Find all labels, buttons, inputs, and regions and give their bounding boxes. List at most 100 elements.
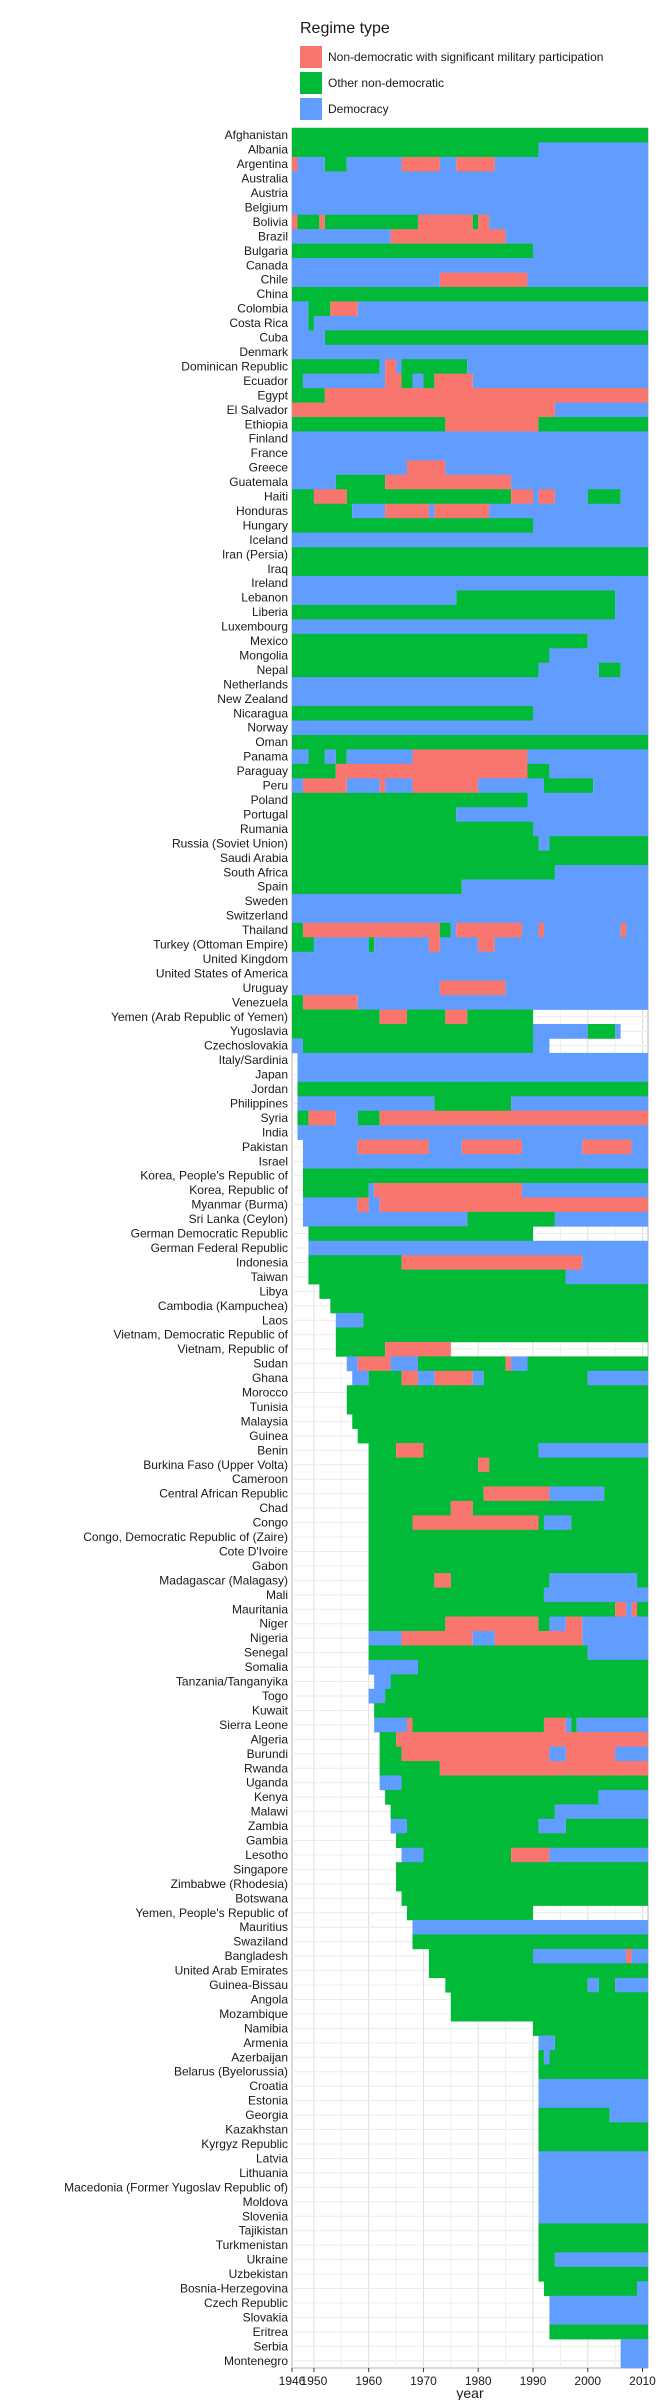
regime-segment <box>604 1486 648 1502</box>
country-label: Guinea-Bissau <box>209 1978 288 1992</box>
regime-segment <box>292 315 309 331</box>
regime-segment <box>626 1602 632 1617</box>
regime-segment <box>401 373 413 389</box>
regime-segment <box>368 937 375 953</box>
x-tick-label: 2010 <box>629 2374 656 2388</box>
legend: Regime type Non-democratic with signific… <box>300 20 603 122</box>
regime-segment <box>412 373 424 389</box>
regime-segment <box>417 1356 506 1372</box>
regime-segment <box>631 1139 648 1155</box>
country-label: Ukraine <box>247 2253 289 2267</box>
country-label: Brazil <box>258 229 288 243</box>
regime-segment <box>396 359 402 374</box>
regime-segment <box>538 2122 648 2138</box>
regime-segment <box>450 1992 648 2008</box>
regime-segment <box>428 1139 462 1155</box>
country-label: Spain <box>257 880 288 894</box>
country-label: Egypt <box>257 388 288 402</box>
country-label: Libya <box>259 1284 288 1298</box>
regime-segment <box>292 258 648 273</box>
regime-segment <box>478 937 495 953</box>
country-label: Argentina <box>237 157 289 171</box>
regime-segment <box>549 1847 648 1863</box>
country-label: Jordan <box>251 1082 288 1096</box>
regime-segment <box>489 1457 648 1473</box>
regime-segment <box>549 2295 648 2311</box>
regime-segment <box>538 922 544 938</box>
regime-segment <box>538 1443 648 1458</box>
regime-segment <box>445 1977 588 1993</box>
regime-segment <box>385 373 402 389</box>
regime-segment <box>292 156 298 172</box>
regime-segment <box>292 489 314 505</box>
country-label: Zambia <box>248 1819 288 1833</box>
regime-segment <box>450 922 457 938</box>
regime-segment <box>494 156 648 172</box>
regime-segment <box>538 2194 648 2210</box>
country-label: Italy/Sardinia <box>219 1053 289 1067</box>
regime-segment <box>297 214 320 230</box>
legend-label-military: Non-democratic with significant military… <box>328 50 604 64</box>
regime-segment <box>292 576 648 591</box>
regime-segment <box>379 1009 408 1025</box>
country-label: Bulgaria <box>244 244 288 258</box>
regime-segment <box>368 1457 479 1473</box>
regime-segment <box>292 286 648 302</box>
legend-label-democracy: Democracy <box>328 102 389 116</box>
country-label: Yugoslavia <box>230 1024 288 1038</box>
regime-segment <box>631 1948 648 1964</box>
country-label: Botswana <box>235 1891 288 1905</box>
regime-segment <box>582 1616 648 1632</box>
regime-segment <box>456 922 523 938</box>
regime-segment <box>598 662 621 678</box>
regime-segment <box>292 142 539 158</box>
regime-segment <box>302 373 386 389</box>
regime-segment <box>582 1255 648 1270</box>
country-label: Vietnam, Democratic Republic of <box>113 1328 288 1342</box>
regime-segment <box>631 1602 638 1617</box>
regime-segment <box>587 489 621 505</box>
legend-item-other-nondemocratic: Other non-democratic <box>300 70 603 96</box>
regime-segment <box>434 373 473 389</box>
regime-segment <box>532 1024 588 1039</box>
regime-segment <box>407 1818 539 1834</box>
regime-segment <box>549 1486 605 1502</box>
regime-segment <box>538 2064 648 2080</box>
regime-segment <box>554 402 648 418</box>
country-label: Tajikistan <box>239 2224 288 2238</box>
regime-segment <box>461 879 648 895</box>
regime-segment <box>428 1948 533 1964</box>
regime-segment <box>308 301 331 317</box>
regime-segment <box>368 1630 402 1646</box>
regime-segment <box>302 1168 648 1184</box>
country-label: Ethiopia <box>245 417 289 431</box>
regime-segment <box>511 489 533 505</box>
regime-segment <box>423 1443 539 1458</box>
country-label: Kenya <box>254 1790 288 1804</box>
regime-segment <box>571 1717 577 1733</box>
country-label: Chile <box>261 273 289 287</box>
regime-segment <box>357 301 648 317</box>
regime-segment <box>346 1399 648 1415</box>
country-label: El Salvador <box>227 403 288 417</box>
regime-segment <box>532 489 539 505</box>
regime-segment <box>297 1052 648 1068</box>
regime-segment <box>385 778 413 794</box>
regime-segment <box>494 937 648 953</box>
country-label: Georgia <box>245 2108 288 2122</box>
regime-segment <box>434 1573 451 1588</box>
regime-segment <box>423 373 435 389</box>
country-label: Mali <box>266 1588 288 1602</box>
regime-segment <box>335 1327 648 1343</box>
country-label: South Africa <box>223 865 288 879</box>
country-label: United Kingdom <box>203 952 288 966</box>
regime-segment <box>346 1385 648 1401</box>
regime-segment <box>428 937 440 953</box>
regime-segment <box>292 807 457 822</box>
regime-segment <box>445 1616 539 1632</box>
legend-swatch-democracy <box>300 98 322 120</box>
country-label: Algeria <box>251 1732 289 1746</box>
regime-segment <box>335 1341 386 1357</box>
country-label: Gabon <box>252 1559 288 1573</box>
regime-segment <box>292 1038 303 1054</box>
